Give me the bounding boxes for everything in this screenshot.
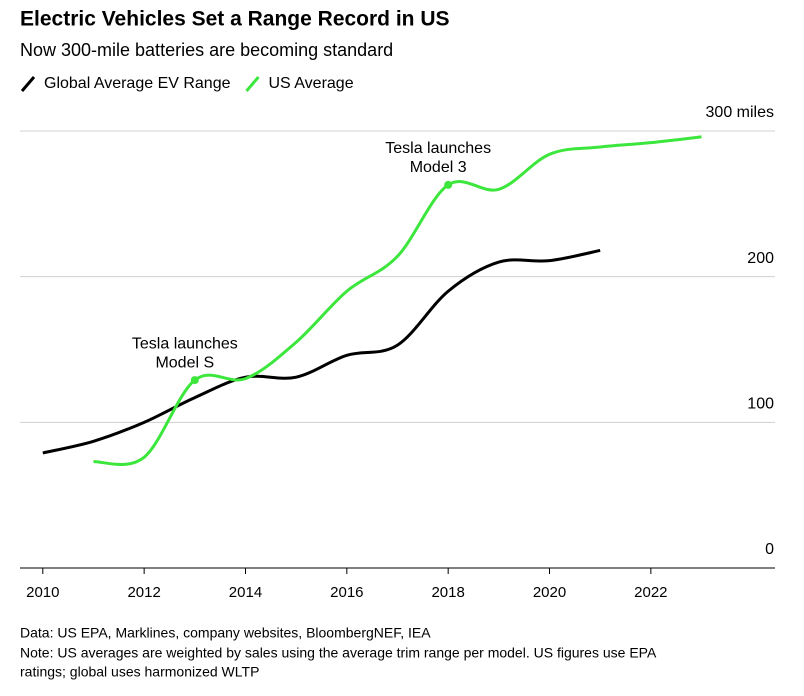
annotation-label: Tesla launches — [385, 140, 491, 157]
note: Note: US averages are weighted by sales … — [20, 645, 657, 661]
annotation-label: Model S — [155, 354, 214, 371]
legend-label: Global Average EV Range — [44, 75, 231, 92]
line-series — [42, 248, 601, 455]
chart-subtitle: Now 300-mile batteries are becoming stan… — [20, 40, 393, 60]
annotation-dot — [190, 376, 199, 385]
x-tick-label: 2016 — [330, 584, 363, 601]
line-series — [93, 135, 702, 466]
annotation-dot — [444, 180, 453, 189]
x-tick-label: 2012 — [127, 584, 160, 601]
legend-swatch — [245, 76, 260, 92]
annotation-label: Tesla launches — [132, 335, 238, 352]
y-tick-label: 100 — [747, 396, 774, 413]
source: Data: US EPA, Marklines, company website… — [20, 625, 431, 641]
x-tick-label: 2018 — [431, 584, 464, 601]
y-tick-label: 300 miles — [706, 104, 774, 121]
x-tick-label: 2010 — [26, 584, 59, 601]
x-tick-label: 2014 — [229, 584, 262, 601]
note: ratings; global uses harmonized WLTP — [20, 664, 259, 680]
legend-label: US Average — [269, 75, 354, 92]
x-tick-label: 2020 — [533, 584, 566, 601]
annotation-label: Model 3 — [410, 159, 467, 176]
chart-title: Electric Vehicles Set a Range Record in … — [20, 8, 450, 31]
x-tick-label: 2022 — [634, 584, 667, 601]
y-tick-label: 0 — [765, 541, 774, 558]
legend-swatch — [20, 76, 36, 92]
y-tick-label: 200 — [747, 250, 774, 267]
